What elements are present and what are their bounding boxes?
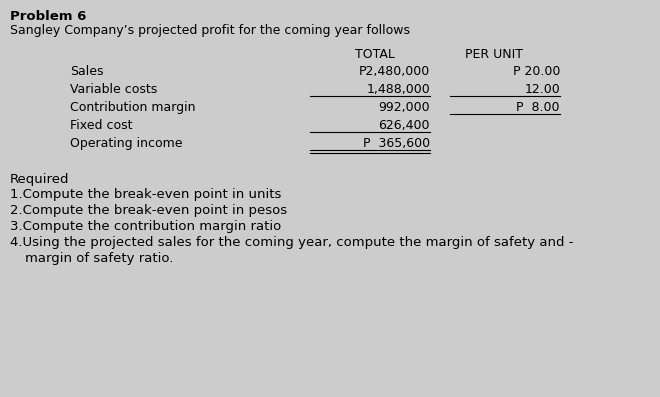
Text: 1.Compute the break-even point in units: 1.Compute the break-even point in units <box>10 188 281 201</box>
Text: P2,480,000: P2,480,000 <box>359 65 430 78</box>
Text: 12.00: 12.00 <box>524 83 560 96</box>
Text: Sangley Company’s projected profit for the coming year follows: Sangley Company’s projected profit for t… <box>10 24 410 37</box>
Text: Problem 6: Problem 6 <box>10 10 86 23</box>
Text: 992,000: 992,000 <box>378 101 430 114</box>
Text: Variable costs: Variable costs <box>70 83 157 96</box>
Text: 1,488,000: 1,488,000 <box>366 83 430 96</box>
Text: Fixed cost: Fixed cost <box>70 119 133 132</box>
Text: P  8.00: P 8.00 <box>517 101 560 114</box>
Text: Sales: Sales <box>70 65 104 78</box>
Text: P 20.00: P 20.00 <box>513 65 560 78</box>
Text: 3.Compute the contribution margin ratio: 3.Compute the contribution margin ratio <box>10 220 281 233</box>
Text: Operating income: Operating income <box>70 137 183 150</box>
Text: 2.Compute the break-even point in pesos: 2.Compute the break-even point in pesos <box>10 204 287 217</box>
Text: margin of safety ratio.: margin of safety ratio. <box>25 252 174 265</box>
Text: 626,400: 626,400 <box>378 119 430 132</box>
Text: PER UNIT: PER UNIT <box>465 48 523 61</box>
Text: TOTAL: TOTAL <box>355 48 395 61</box>
Text: P  365,600: P 365,600 <box>363 137 430 150</box>
Text: 4.Using the projected sales for the coming year, compute the margin of safety an: 4.Using the projected sales for the comi… <box>10 236 574 249</box>
Text: Contribution margin: Contribution margin <box>70 101 195 114</box>
Text: Required: Required <box>10 173 69 186</box>
